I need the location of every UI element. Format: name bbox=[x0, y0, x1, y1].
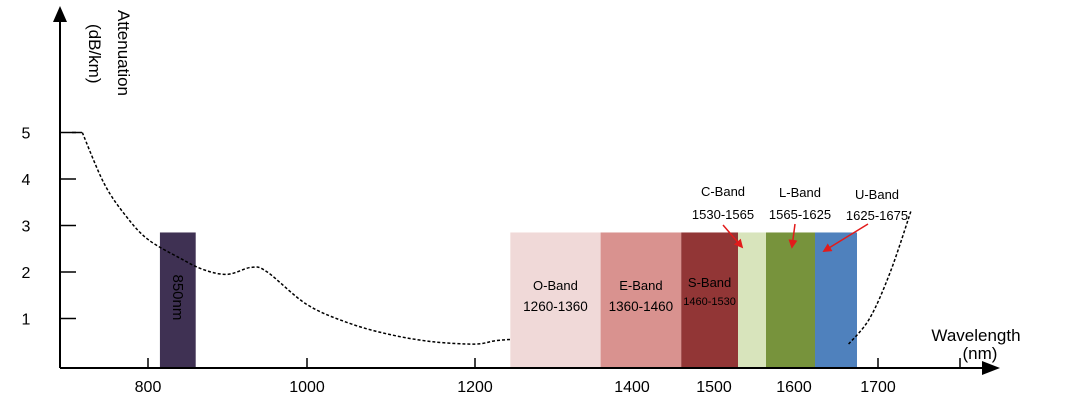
x-tick-label-1600: 1600 bbox=[776, 379, 812, 396]
callout-label-u-band: U-Band bbox=[855, 187, 899, 202]
x-tick-label-1500: 1500 bbox=[696, 379, 732, 396]
callout-range-u-band: 1625-1675 bbox=[846, 208, 908, 223]
y-axis-title-line2: (dB/km) bbox=[85, 24, 104, 84]
band-label-s-band: S-Band bbox=[688, 275, 731, 290]
band-callouts: C-Band 1530-1565 L-Band 1565-1625 U-Band 1625… bbox=[692, 184, 908, 252]
x-tick-label-1000: 1000 bbox=[289, 379, 325, 396]
y-tick-label-3: 3 bbox=[22, 219, 31, 236]
callout-arrow-u-band bbox=[822, 223, 869, 252]
x-axis-title-line2: (nm) bbox=[963, 344, 998, 363]
bands: 850nm O-Band 1260-1360 E-Band 1360-1460 S-Ban… bbox=[159, 232, 857, 367]
y-ticks: 1 2 3 4 5 bbox=[22, 126, 76, 329]
curve-tail bbox=[848, 211, 912, 345]
x-tick-label-1200: 1200 bbox=[457, 379, 493, 396]
x-tick-label-800: 800 bbox=[135, 379, 162, 396]
band-label-o-band: O-Band bbox=[533, 278, 578, 293]
y-tick-label-1: 1 bbox=[22, 312, 31, 329]
y-tick-label-5: 5 bbox=[22, 126, 31, 143]
x-axis-title-line1: Wavelength bbox=[931, 326, 1020, 345]
band-range-s-band: 1460-1530 bbox=[683, 296, 736, 308]
band-rect-c-band bbox=[738, 232, 766, 367]
band-rect-e-band bbox=[600, 232, 682, 367]
attenuation-curve bbox=[72, 131, 912, 345]
band-label-850nm: 850nm bbox=[169, 274, 186, 320]
band-range-e-band: 1360-1460 bbox=[609, 299, 674, 314]
callout-label-c-band: C-Band bbox=[701, 184, 745, 199]
callout-range-c-band: 1530-1565 bbox=[692, 207, 754, 222]
band-label-e-band: E-Band bbox=[619, 278, 662, 293]
callout-arrow-c-band bbox=[722, 224, 744, 249]
x-ticks: 800 1000 1200 1400 1500 1600 1700 bbox=[135, 358, 961, 396]
x-tick-label-1700: 1700 bbox=[860, 379, 896, 396]
callout-range-l-band: 1565-1625 bbox=[769, 207, 831, 222]
band-rect-l-band bbox=[766, 232, 815, 367]
curve-main bbox=[81, 132, 511, 345]
x-axis-arrow bbox=[982, 361, 1000, 375]
band-rect-u-band bbox=[815, 232, 857, 367]
x-tick-label-1400: 1400 bbox=[614, 379, 650, 396]
band-rect-s-band bbox=[681, 232, 738, 367]
band-rect-850nm bbox=[159, 232, 196, 367]
y-axis-arrow bbox=[53, 6, 67, 22]
callout-arrow-l-band bbox=[788, 223, 798, 249]
callout-label-l-band: L-Band bbox=[779, 185, 821, 200]
band-range-o-band: 1260-1360 bbox=[523, 299, 588, 314]
y-tick-label-2: 2 bbox=[22, 265, 31, 282]
band-rect-o-band bbox=[510, 232, 601, 367]
y-axis-title-line1: Attenuation bbox=[114, 10, 133, 96]
y-tick-label-4: 4 bbox=[22, 172, 31, 189]
